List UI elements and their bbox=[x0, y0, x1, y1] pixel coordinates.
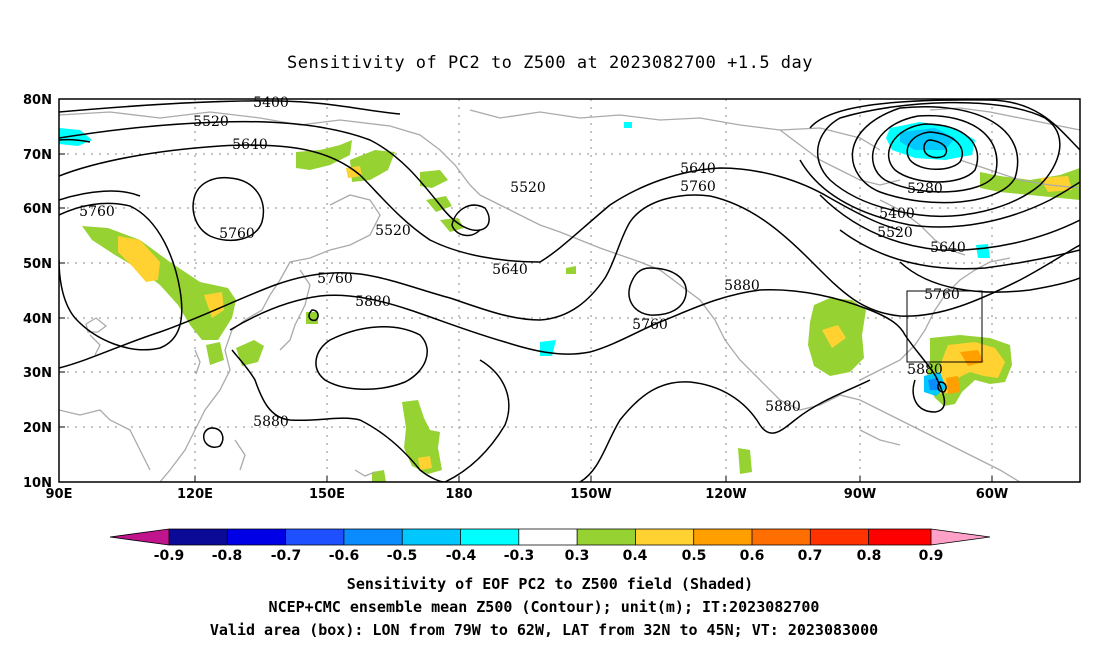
contour-label: 5880 bbox=[253, 414, 289, 430]
contour-label: 5520 bbox=[877, 225, 913, 241]
colorbar-box bbox=[518, 529, 578, 545]
lon-label: 60W bbox=[976, 487, 1008, 502]
colorbar-over-triangle bbox=[931, 529, 990, 545]
lat-label: 20N bbox=[23, 421, 52, 436]
colorbar-label: -0.8 bbox=[212, 548, 243, 564]
contour-label: 5760 bbox=[317, 271, 353, 287]
caption-line-3: Valid area (box): LON from 79W to 62W, L… bbox=[210, 621, 878, 639]
colorbar-label: -0.6 bbox=[329, 548, 360, 564]
colorbar-box bbox=[635, 529, 694, 545]
lat-label: 80N bbox=[23, 93, 52, 108]
lon-label: 150E bbox=[309, 487, 345, 502]
contour-label: 5880 bbox=[355, 294, 391, 310]
contour-label: 5400 bbox=[879, 206, 915, 222]
valid-area-box bbox=[906, 290, 983, 363]
colorbar-under-triangle bbox=[110, 529, 169, 545]
z500-contours bbox=[59, 99, 1080, 482]
contour-label: 5760 bbox=[632, 317, 668, 333]
tick-marks bbox=[58, 98, 993, 483]
lon-label: 90E bbox=[46, 487, 73, 502]
lat-label: 10N bbox=[23, 476, 52, 491]
map-panel: 5400 5520 5640 5760 5760 5520 5520 5640 … bbox=[23, 93, 1081, 502]
figure-title: Sensitivity of PC2 to Z500 at 2023082700… bbox=[287, 53, 813, 73]
coastlines bbox=[59, 107, 1080, 482]
colorbar-label: 0.4 bbox=[623, 548, 648, 564]
colorbar-labels: -0.9 -0.8 -0.7 -0.6 -0.5 -0.4 -0.3 0.3 0… bbox=[154, 548, 944, 564]
colorbar-box bbox=[460, 529, 519, 545]
contour-label: 5880 bbox=[907, 362, 943, 378]
contour-label: 5760 bbox=[219, 226, 255, 242]
contour-label: 5640 bbox=[680, 161, 716, 177]
contour-label: 5640 bbox=[930, 240, 966, 256]
contour-label: 5760 bbox=[680, 179, 716, 195]
contour-label-group: 5400 5520 5640 5760 5760 5520 5520 5640 … bbox=[79, 95, 966, 430]
contour-label: 5280 bbox=[907, 181, 943, 197]
colorbar-label: -0.7 bbox=[271, 548, 302, 564]
contour-label: 5880 bbox=[724, 278, 760, 294]
colorbar-label: -0.5 bbox=[387, 548, 418, 564]
colorbar-label: 0.9 bbox=[919, 548, 944, 564]
caption-line-2: NCEP+CMC ensemble mean Z500 (Contour); u… bbox=[269, 598, 820, 616]
contour-label: 5400 bbox=[253, 95, 289, 111]
colorbar-box bbox=[227, 529, 286, 545]
lat-label: 60N bbox=[23, 202, 52, 217]
contour-label: 5640 bbox=[492, 262, 528, 278]
colorbar-label: -0.9 bbox=[154, 548, 185, 564]
colorbar-box bbox=[343, 529, 403, 545]
lon-label: 150W bbox=[570, 487, 611, 502]
lon-label: 120E bbox=[177, 487, 213, 502]
lon-label: 90W bbox=[844, 487, 876, 502]
colorbar-label: 0.3 bbox=[565, 548, 590, 564]
sensitivity-shading bbox=[59, 122, 1080, 482]
colorbar-box bbox=[810, 529, 869, 545]
colorbar-label: -0.4 bbox=[446, 548, 477, 564]
colorbar: -0.9 -0.8 -0.7 -0.6 -0.5 -0.4 -0.3 0.3 0… bbox=[109, 528, 991, 564]
caption-block: Sensitivity of EOF PC2 to Z500 field (Sh… bbox=[210, 575, 878, 639]
colorbar-box bbox=[285, 529, 344, 545]
contour-label: 5880 bbox=[765, 399, 801, 415]
colorbar-label: 0.5 bbox=[682, 548, 707, 564]
colorbar-box bbox=[402, 529, 461, 545]
colorbar-box bbox=[693, 529, 752, 545]
colorbar-box bbox=[577, 529, 636, 545]
contour-label: 5760 bbox=[79, 204, 115, 220]
map-frame bbox=[58, 98, 1081, 483]
lon-label: 180 bbox=[445, 487, 472, 502]
lon-label: 120W bbox=[705, 487, 746, 502]
longitude-labels: 90E 120E 150E 180 150W 120W 90W 60W bbox=[46, 487, 1009, 502]
contour-label: 5640 bbox=[232, 137, 268, 153]
colorbar-box bbox=[169, 529, 228, 545]
colorbar-label: 0.8 bbox=[857, 548, 882, 564]
contour-label: 5520 bbox=[510, 180, 546, 196]
lat-label: 40N bbox=[23, 312, 52, 327]
colorbar-box bbox=[868, 529, 931, 545]
contour-label: 5520 bbox=[375, 223, 411, 239]
colorbar-label: -0.3 bbox=[504, 548, 535, 564]
colorbar-label: 0.6 bbox=[740, 548, 765, 564]
lat-label: 70N bbox=[23, 148, 52, 163]
lat-label: 50N bbox=[23, 257, 52, 272]
colorbar-box bbox=[752, 529, 811, 545]
contour-label: 5520 bbox=[193, 114, 229, 130]
contour-label: 5760 bbox=[924, 287, 960, 303]
caption-line-1: Sensitivity of EOF PC2 to Z500 field (Sh… bbox=[347, 575, 753, 593]
latitude-labels: 80N 70N 60N 50N 40N 30N 20N 10N bbox=[23, 93, 52, 491]
colorbar-label: 0.7 bbox=[798, 548, 823, 564]
lat-label: 30N bbox=[23, 366, 52, 381]
